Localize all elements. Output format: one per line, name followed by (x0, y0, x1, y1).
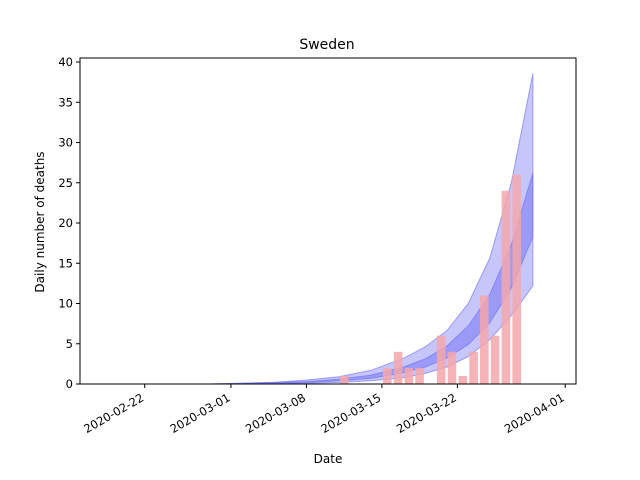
x-axis-label: Date (314, 452, 343, 466)
bar (415, 367, 424, 384)
chart-title: Sweden (299, 37, 354, 53)
x-tick-label: 2020-03-01 (168, 390, 233, 436)
bar (501, 190, 511, 384)
bar (490, 335, 500, 384)
y-tick-label: 20 (58, 216, 73, 230)
x-tick-label: 2020-03-15 (319, 390, 384, 436)
y-tick-label: 40 (58, 55, 73, 69)
x-tick-label: 2020-02-22 (81, 390, 146, 436)
y-tick-label: 0 (66, 377, 73, 391)
bar (447, 351, 457, 384)
x-tick-label: 2020-04-01 (502, 390, 567, 436)
x-tick-label: 2020-03-08 (243, 390, 308, 436)
y-tick-label: 35 (58, 95, 73, 109)
y-tick-label: 25 (58, 176, 73, 190)
plot-frame (79, 57, 577, 385)
y-tick-label: 15 (58, 256, 73, 270)
bar (512, 174, 521, 384)
band-2 (112, 172, 534, 385)
x-axis: 2020-02-22 2020-03-01 2020-03-08 2020-03-15… (81, 384, 567, 436)
bar (339, 376, 349, 384)
y-tick-label: 10 (58, 297, 73, 311)
y-axis: 0 5 10 15 20 25 30 35 40 (58, 55, 80, 391)
bar (469, 351, 478, 384)
y-tick-label: 30 (58, 136, 73, 150)
y-axis-label: Daily number of deaths (33, 151, 47, 292)
bar (404, 367, 414, 384)
bar (458, 376, 468, 384)
bar-series (339, 174, 521, 384)
y-tick-label: 5 (66, 337, 73, 351)
bar (480, 295, 489, 384)
bar (393, 351, 403, 384)
confidence-bands (112, 73, 534, 385)
bar (383, 367, 392, 384)
bar (436, 335, 446, 384)
x-tick-label: 2020-03-22 (394, 390, 459, 436)
